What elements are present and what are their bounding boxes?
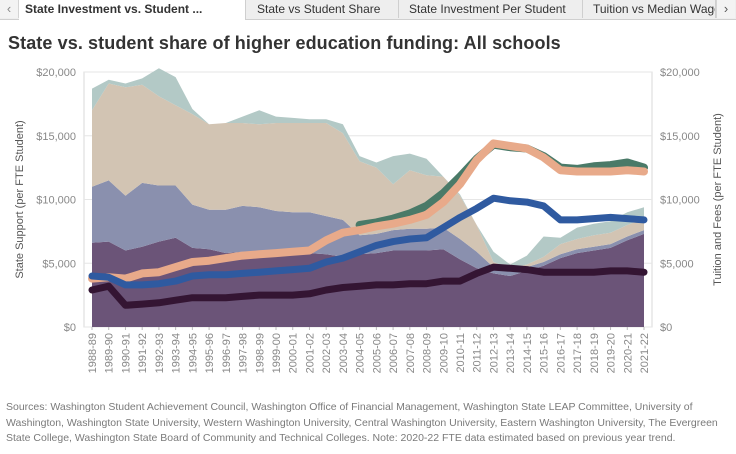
left-y-tick-label: $15,000	[36, 131, 76, 143]
x-tick-label: 2001-02	[304, 333, 316, 373]
x-tick-label: 2007-08	[405, 333, 417, 373]
tab-tuition-vs-median-wage[interactable]: Tuition vs Median Wage	[587, 0, 716, 18]
x-tick-label: 2011-12	[472, 333, 484, 373]
tab-scroll-left-button[interactable]: ‹	[0, 0, 19, 18]
x-tick-label: 1991-92	[137, 333, 149, 373]
source-note: Sources: Washington Student Achievement …	[6, 401, 718, 444]
right-y-axis-title: Tuition and Fees (per FTE Student)	[712, 113, 724, 286]
tab-bar: ‹ State Investment vs. Student ... State…	[0, 0, 736, 20]
x-tick-label: 2009-10	[438, 333, 450, 373]
left-y-tick-label: $20,000	[36, 67, 76, 79]
right-y-tick-label: $5,000	[660, 258, 694, 270]
right-y-tick-label: $20,000	[660, 67, 700, 79]
right-y-tick-label: $0	[660, 322, 672, 334]
x-tick-label: 1996-97	[221, 333, 233, 373]
x-tick-label: 2010-11	[455, 333, 467, 373]
series-line-2	[88, 194, 648, 289]
stacked-area-3	[92, 68, 644, 269]
x-tick-label: 2020-21	[622, 333, 634, 373]
x-tick-label: 2004-05	[355, 333, 367, 373]
series-line-1	[88, 139, 648, 283]
x-tick-label: 2012-13	[488, 333, 500, 373]
chart-title: State vs. student share of higher educat…	[8, 33, 561, 53]
x-tick-label: 2005-06	[371, 333, 383, 373]
x-tick-label: 1993-94	[171, 333, 183, 373]
x-tick-label: 1988-89	[87, 333, 99, 373]
left-y-tick-label: $0	[64, 322, 76, 334]
x-tick-label: 2018-19	[589, 333, 601, 373]
tab-state-investment-per-student[interactable]: State Investment Per Student	[403, 0, 583, 18]
x-tick-label: 2002-03	[321, 333, 333, 373]
x-tick-label: 1989-90	[104, 333, 116, 373]
x-tick-label: 2000-01	[288, 333, 300, 373]
funding-chart: $0 $0 $5,000 $5,000 $10,000 $10,000 $15,000 $15…	[14, 67, 724, 373]
right-y-tick-label: $15,000	[660, 131, 700, 143]
x-tick-label: 2006-07	[388, 333, 400, 373]
x-tick-label: 2019-20	[606, 333, 618, 373]
tab-state-investment-vs-student[interactable]: State Investment vs. Student ...	[19, 0, 246, 20]
x-tick-label: 1995-96	[204, 333, 216, 373]
x-tick-label: 1997-98	[238, 333, 250, 373]
x-tick-label: 1999-00	[271, 333, 283, 373]
x-tick-label: 1994-95	[187, 333, 199, 373]
series-line-3	[88, 263, 648, 309]
x-tick-label: 2021-22	[639, 333, 651, 373]
left-y-axis-title: State Support (per FTE Student)	[14, 120, 26, 278]
stacked-area-1	[92, 180, 644, 276]
left-y-tick-label: $5,000	[42, 258, 76, 270]
stacked-area-2	[92, 83, 644, 271]
x-tick-label: 2014-15	[522, 333, 534, 373]
x-tick-label: 1992-93	[154, 333, 166, 373]
right-y-tick-label: $10,000	[660, 195, 700, 207]
x-tick-label: 2003-04	[338, 333, 350, 373]
x-tick-label: 1998-99	[254, 333, 266, 373]
x-tick-label: 1990-91	[120, 333, 132, 373]
x-tick-label: 2015-16	[539, 333, 551, 373]
x-tick-label: 2013-14	[505, 333, 517, 373]
x-tick-label: 2017-18	[572, 333, 584, 373]
tab-scroll-right-button[interactable]: ›	[716, 0, 735, 18]
x-tick-label: 2008-09	[422, 333, 434, 373]
x-tick-label: 2016-17	[555, 333, 567, 373]
left-y-tick-label: $10,000	[36, 195, 76, 207]
tab-state-vs-student-share[interactable]: State vs Student Share	[251, 0, 399, 18]
